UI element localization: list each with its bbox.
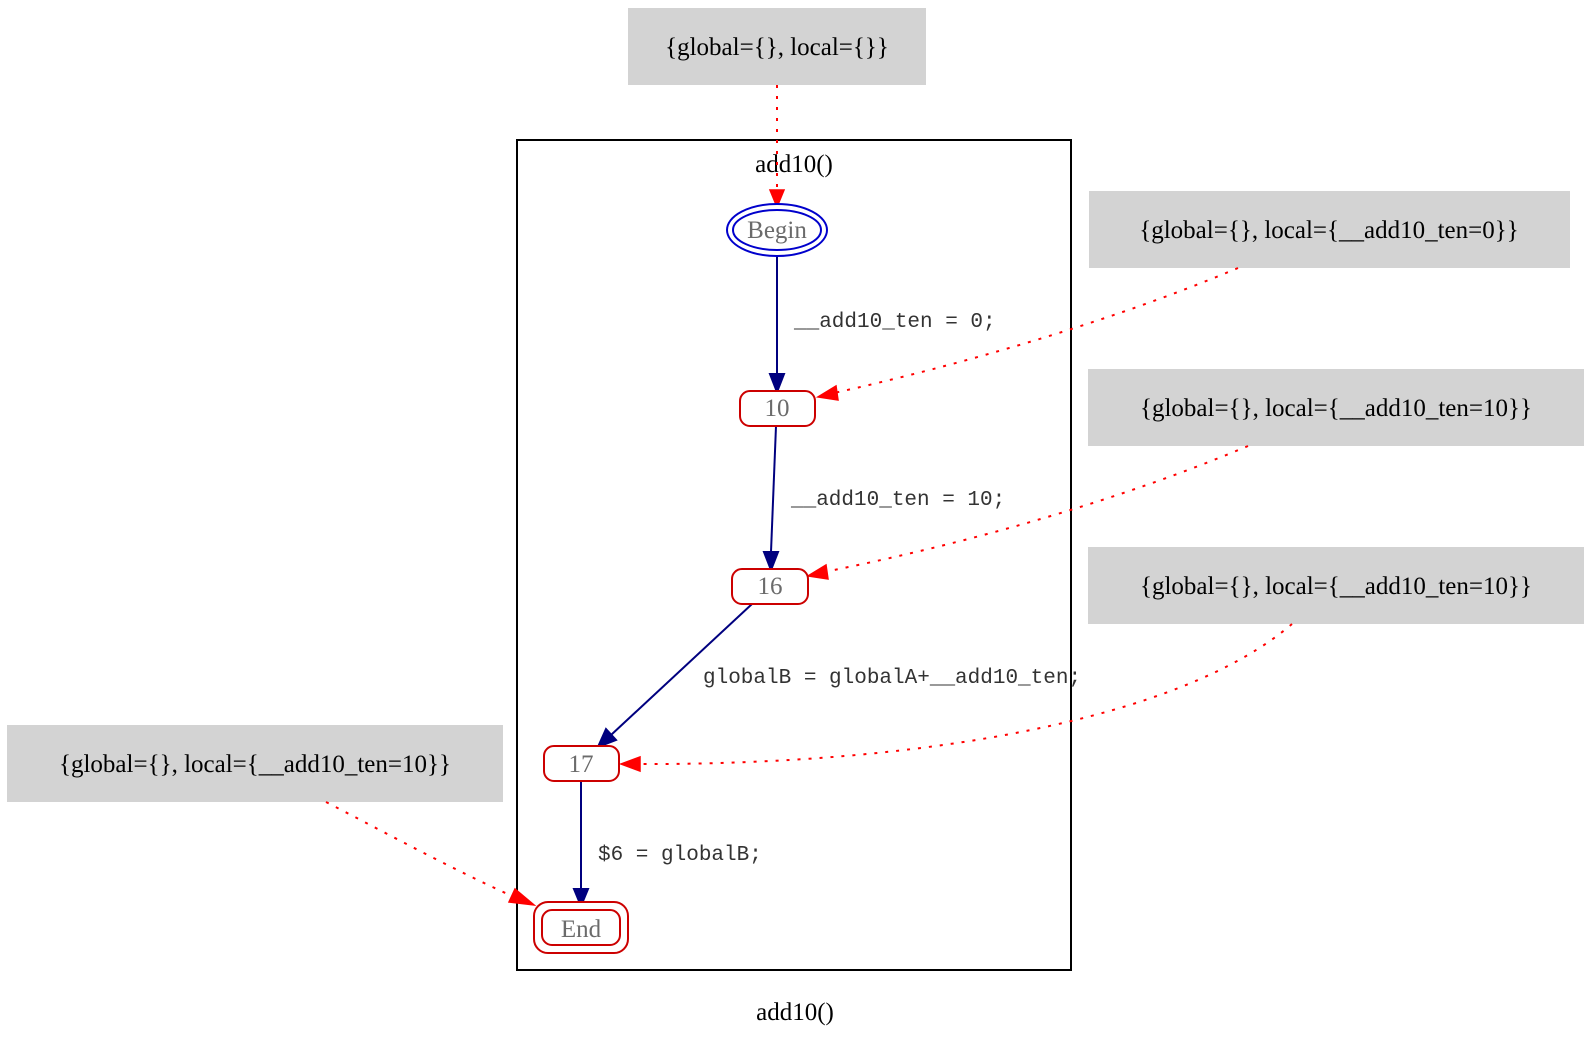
node-begin: Begin <box>726 203 828 257</box>
state-edge-10 <box>815 267 1239 401</box>
edge-label-begin-to-10: __add10_ten = 0; <box>793 311 996 334</box>
node-label-16: 16 <box>758 573 783 600</box>
state-box-10: {global={}, local={__add10_ten=0}} <box>1089 191 1570 268</box>
node-label-10: 10 <box>765 395 790 422</box>
state-label-16: {global={}, local={__add10_ten=10}} <box>1140 395 1532 422</box>
state-box-16: {global={}, local={__add10_ten=10}} <box>1088 369 1584 446</box>
state-label-10: {global={}, local={__add10_ten=0}} <box>1139 217 1519 244</box>
state-edge-end <box>325 801 537 907</box>
node-16: 16 <box>731 568 809 605</box>
state-edge-17 <box>618 623 1293 773</box>
cluster-frame <box>516 139 1072 971</box>
edge-17-to-end <box>572 781 590 909</box>
cluster-label: add10() <box>755 151 833 178</box>
state-edge-top-to-begin <box>768 85 786 209</box>
node-label-17: 17 <box>569 751 594 778</box>
edge-begin-to-10 <box>768 254 786 395</box>
state-box-top: {global={}, local={}} <box>628 8 926 85</box>
edge-label-17-to-end: $6 = globalB; <box>598 844 762 867</box>
node-label-begin: Begin <box>747 217 807 244</box>
edge-10-to-16 <box>762 425 780 573</box>
state-box-end: {global={}, local={__add10_ten=10}} <box>7 725 503 802</box>
state-box-17: {global={}, local={__add10_ten=10}} <box>1088 547 1584 624</box>
state-label-17: {global={}, local={__add10_ten=10}} <box>1140 573 1532 600</box>
edge-16-to-17 <box>596 603 753 749</box>
node-label-end: End <box>561 916 602 943</box>
node-10: 10 <box>739 390 816 427</box>
state-edge-16 <box>805 445 1249 580</box>
edge-label-16-to-17: globalB = globalA+__add10_ten; <box>703 667 1081 690</box>
state-label-end: {global={}, local={__add10_ten=10}} <box>59 751 451 778</box>
graph-label: add10() <box>756 999 834 1026</box>
state-label-top: {global={}, local={}} <box>665 34 889 61</box>
node-end: End <box>533 901 629 954</box>
edge-label-10-to-16: __add10_ten = 10; <box>790 489 1005 512</box>
node-17: 17 <box>543 745 620 782</box>
